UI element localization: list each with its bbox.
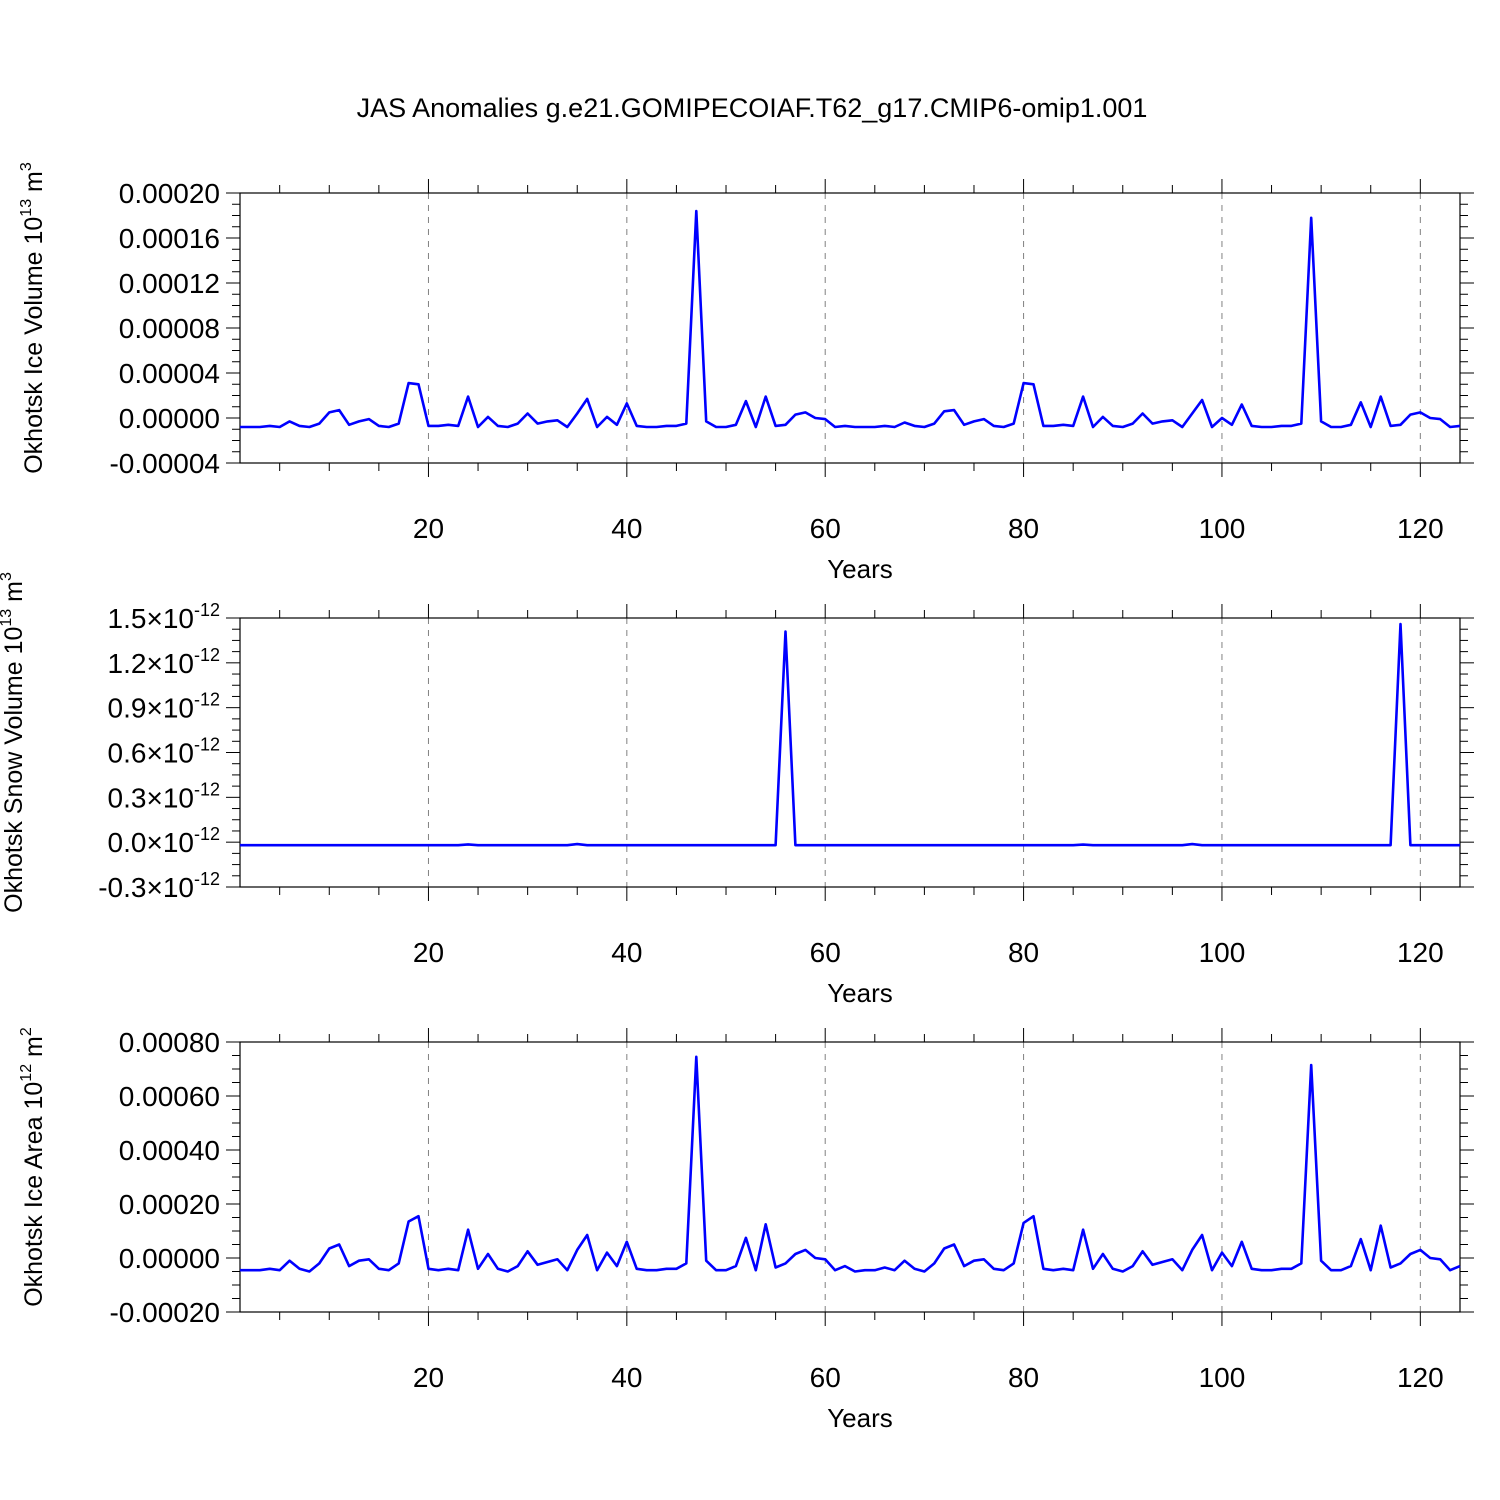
y-tick-label: 0.00020 (119, 1189, 220, 1220)
x-tick-label: 100 (1199, 1362, 1246, 1393)
x-tick-label: 20 (413, 513, 444, 544)
y-tick-label: 0.9×10-12 (108, 690, 220, 724)
x-tick-label: 100 (1199, 937, 1246, 968)
y-tick-label: 1.5×10-12 (108, 600, 220, 634)
x-tick-label: 80 (1008, 513, 1039, 544)
x-axis-label: Years (827, 1403, 893, 1433)
y-axis-label: Okhotsk Ice Area 1012 m2 (18, 1027, 48, 1307)
snow-volume-panel: 20 40 60 80 100 120 -0.3×10-12 0.0×10-12 0.3×10-… (0, 572, 1474, 1008)
x-tick-label: 40 (611, 1362, 642, 1393)
x-tick-label: 120 (1397, 937, 1444, 968)
ice-area-panel: 20 40 60 80 100 120 -0.00020 0.00000 0.00020 0.00… (18, 1027, 1474, 1433)
y-tick-label: 0.00020 (119, 178, 220, 209)
figure-title: JAS Anomalies g.e21.GOMIPECOIAF.T62_g17.… (357, 93, 1148, 123)
y-tick-label: 0.00004 (119, 358, 220, 389)
series-line (240, 1055, 1461, 1273)
y-axis-label: Okhotsk Snow Volume 1013 m3 (0, 572, 28, 913)
y-axis-label: Okhotsk Ice Volume 1013 m3 (18, 162, 48, 474)
y-tick-label: 1.2×10-12 (108, 645, 220, 679)
y-tick-label: -0.00020 (109, 1297, 220, 1328)
y-tick-label: -0.00004 (109, 448, 220, 479)
y-tick-label: 0.6×10-12 (108, 735, 220, 769)
x-tick-label: 20 (413, 1362, 444, 1393)
y-tick-label: 0.00012 (119, 268, 220, 299)
x-tick-label: 80 (1008, 937, 1039, 968)
ice-volume-panel: 20 40 60 80 100 120 -0.00004 0.00000 0.00004 0.00… (18, 162, 1474, 584)
x-tick-label: 80 (1008, 1362, 1039, 1393)
x-tick-label: 20 (413, 937, 444, 968)
x-axis-label: Years (827, 978, 893, 1008)
x-tick-label: 120 (1397, 513, 1444, 544)
x-tick-label: 40 (611, 513, 642, 544)
y-tick-label: 0.00060 (119, 1081, 220, 1112)
y-tick-label: 0.00016 (119, 223, 220, 254)
y-tick-label: 0.00000 (119, 403, 220, 434)
y-tick-label: 0.3×10-12 (108, 779, 220, 813)
x-tick-label: 60 (810, 513, 841, 544)
x-tick-label: 100 (1199, 513, 1246, 544)
y-tick-label: 0.00040 (119, 1135, 220, 1166)
x-axis-label: Years (827, 554, 893, 584)
y-tick-label: -0.3×10-12 (98, 869, 220, 903)
x-tick-label: 40 (611, 937, 642, 968)
y-tick-label: 0.00080 (119, 1027, 220, 1058)
series-line (240, 622, 1460, 847)
x-tick-label: 60 (810, 1362, 841, 1393)
y-tick-label: 0.0×10-12 (108, 824, 220, 858)
x-tick-label: 120 (1397, 1362, 1444, 1393)
x-tick-label: 60 (810, 937, 841, 968)
y-tick-label: 0.00000 (119, 1243, 220, 1274)
y-tick-label: 0.00008 (119, 313, 220, 344)
series-line (240, 209, 1461, 429)
